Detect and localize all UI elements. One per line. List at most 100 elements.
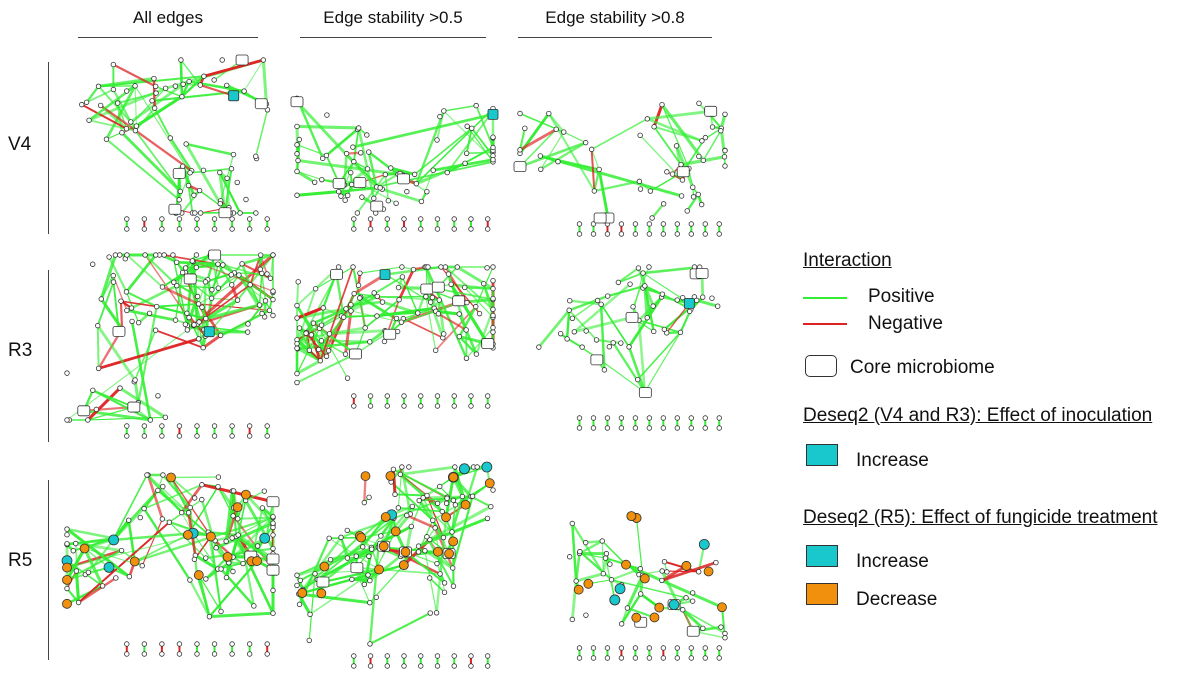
positive-edge bbox=[591, 118, 648, 151]
taxon-node bbox=[452, 464, 458, 470]
positive-edge bbox=[547, 112, 565, 133]
legend-core-label: Core microbiome bbox=[850, 357, 995, 378]
taxon-node bbox=[194, 641, 200, 647]
taxon-node bbox=[566, 554, 573, 560]
taxon-node bbox=[159, 423, 165, 429]
positive-edge bbox=[99, 254, 117, 300]
taxon-node bbox=[155, 487, 161, 494]
taxon-node bbox=[197, 82, 203, 88]
taxon-node bbox=[688, 415, 694, 421]
positive-edge bbox=[627, 346, 646, 393]
negative-edge bbox=[198, 303, 270, 311]
taxon-node bbox=[149, 98, 155, 104]
taxon-node bbox=[223, 574, 230, 581]
taxon-node bbox=[123, 88, 130, 94]
taxon-node bbox=[159, 651, 165, 657]
positive-edge bbox=[295, 97, 324, 159]
taxon-node bbox=[312, 571, 318, 577]
positive-edge bbox=[429, 531, 453, 541]
row-label-r5: R5 bbox=[8, 550, 33, 571]
taxon-node bbox=[450, 565, 456, 571]
core-microbiome-node bbox=[349, 348, 362, 360]
taxon-node bbox=[294, 340, 300, 347]
taxon-node bbox=[382, 171, 389, 178]
taxon-node bbox=[490, 324, 496, 331]
taxon-node bbox=[312, 286, 319, 292]
network-r3-all-edges bbox=[64, 249, 276, 439]
taxon-node bbox=[246, 226, 253, 232]
taxon-node bbox=[125, 517, 132, 523]
core-microbiome-node bbox=[695, 267, 709, 279]
negative-edge bbox=[590, 149, 596, 192]
core-microbiome-node bbox=[316, 576, 330, 588]
taxon-node bbox=[418, 226, 424, 232]
column-header-rule bbox=[78, 37, 258, 38]
taxon-node bbox=[444, 495, 450, 502]
taxon-node bbox=[124, 423, 130, 429]
taxon-node bbox=[450, 497, 457, 504]
taxon-node bbox=[618, 221, 625, 227]
taxon-node bbox=[644, 315, 650, 321]
taxon-node bbox=[318, 322, 325, 328]
taxon-node bbox=[316, 346, 322, 353]
taxon-node bbox=[442, 264, 449, 270]
taxon-node bbox=[384, 226, 390, 232]
taxon-node bbox=[634, 376, 641, 383]
positive-edge bbox=[185, 142, 234, 156]
taxon-node bbox=[294, 379, 300, 386]
taxon-node bbox=[215, 474, 222, 480]
taxon-node bbox=[195, 301, 202, 307]
taxon-node bbox=[694, 297, 700, 304]
taxon-node bbox=[162, 414, 169, 421]
positive-edge bbox=[475, 266, 494, 307]
taxon-node bbox=[75, 599, 82, 606]
taxon-node bbox=[194, 293, 201, 300]
taxon-node bbox=[434, 393, 441, 399]
positive-edge bbox=[98, 75, 204, 88]
positive-edge bbox=[245, 490, 265, 502]
taxon-node bbox=[674, 645, 681, 651]
negative-edge bbox=[77, 576, 117, 604]
taxon-node bbox=[110, 279, 117, 285]
decrease-node bbox=[649, 612, 660, 623]
legend-positive-label: Positive bbox=[868, 286, 935, 307]
decrease-node bbox=[639, 573, 650, 584]
taxon-node bbox=[259, 505, 266, 511]
taxon-node bbox=[418, 216, 424, 222]
positive-edge bbox=[429, 577, 446, 593]
positive-edge bbox=[369, 531, 397, 581]
column-header-label: All edges bbox=[133, 8, 203, 27]
taxon-node bbox=[415, 549, 422, 555]
taxon-node bbox=[203, 555, 209, 561]
taxon-node bbox=[399, 264, 405, 270]
taxon-node bbox=[176, 216, 183, 222]
positive-edge bbox=[466, 151, 494, 155]
taxon-node bbox=[260, 57, 267, 63]
taxon-node bbox=[637, 591, 644, 597]
positive-edge bbox=[599, 304, 606, 370]
positive-edge bbox=[321, 340, 346, 355]
taxon-node bbox=[420, 495, 426, 501]
taxon-node bbox=[468, 653, 474, 659]
taxon-node bbox=[133, 123, 140, 129]
negative-edge bbox=[666, 171, 683, 181]
positive-edge bbox=[193, 324, 248, 333]
positive-edge bbox=[415, 110, 445, 185]
taxon-node bbox=[199, 304, 205, 310]
taxon-node bbox=[646, 425, 653, 431]
taxon-node bbox=[191, 322, 197, 328]
decrease-node bbox=[193, 570, 204, 580]
taxon-node bbox=[344, 375, 351, 381]
taxon-node bbox=[303, 330, 309, 336]
taxon-node bbox=[211, 423, 218, 429]
decrease-node bbox=[319, 561, 330, 572]
taxon-node bbox=[538, 166, 544, 172]
taxon-node bbox=[172, 83, 179, 89]
taxon-node bbox=[702, 221, 708, 227]
taxon-node bbox=[463, 327, 469, 333]
taxon-node bbox=[411, 171, 418, 178]
positive-edge bbox=[437, 287, 494, 301]
positive-edge bbox=[620, 593, 642, 625]
taxon-node bbox=[234, 297, 241, 303]
taxon-node bbox=[438, 264, 444, 270]
